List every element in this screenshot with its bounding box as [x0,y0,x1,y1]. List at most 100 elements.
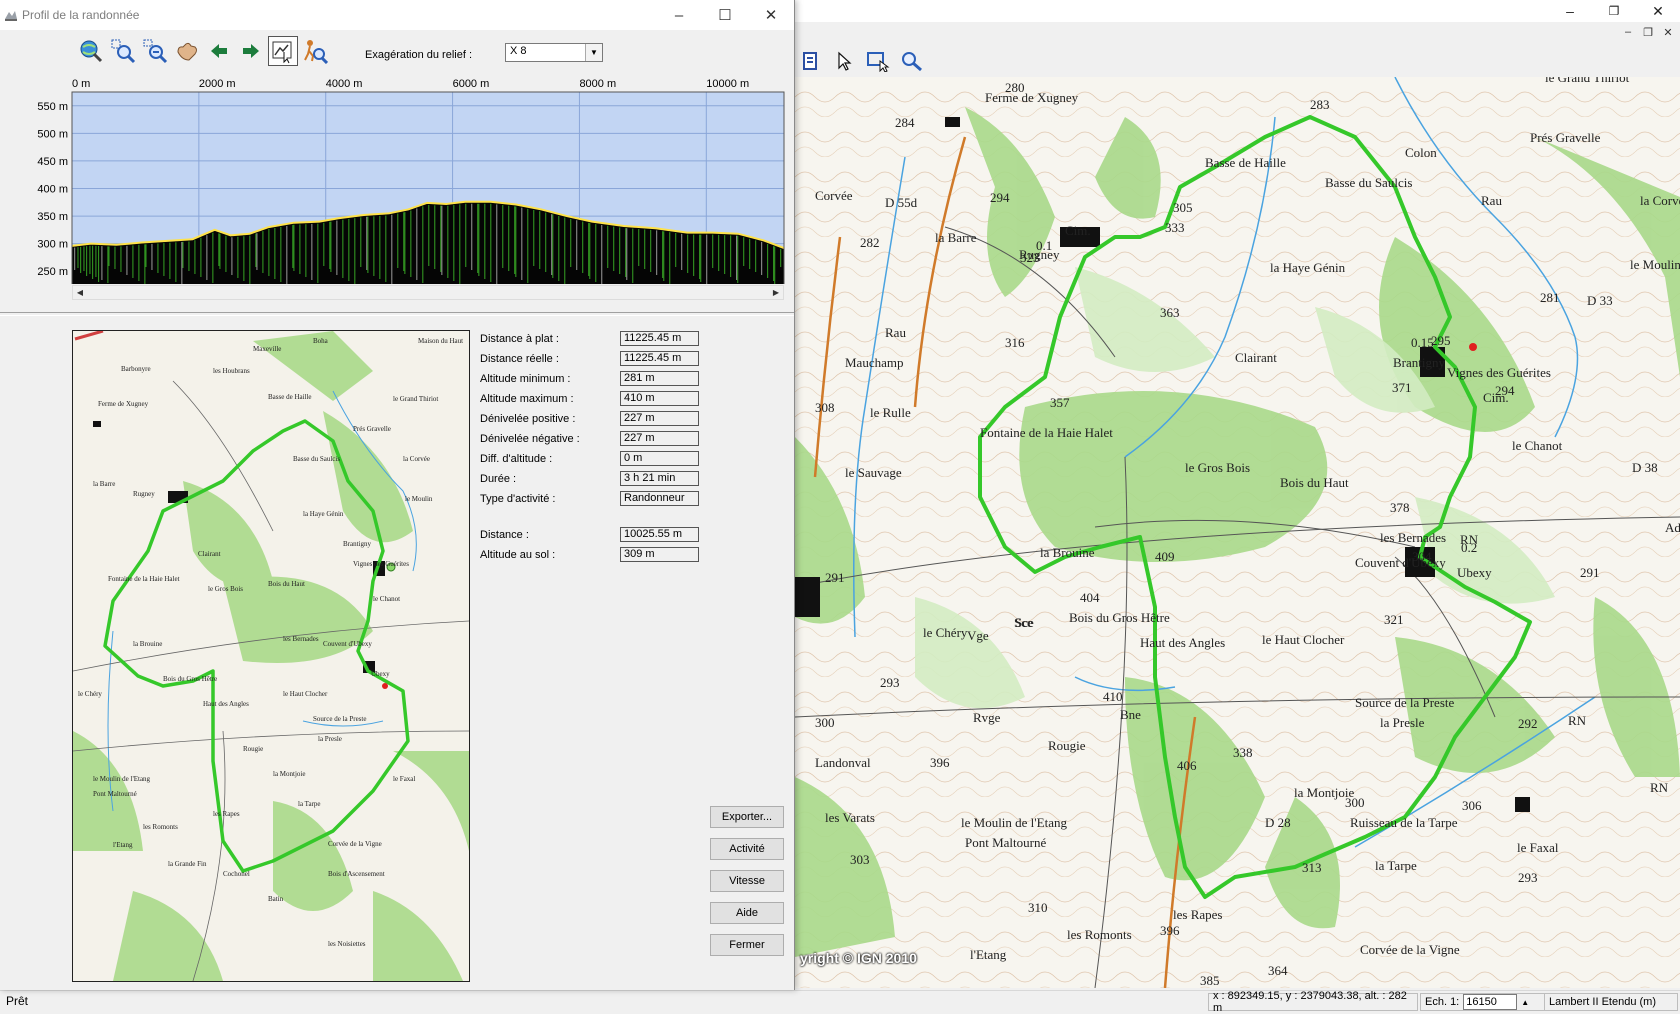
overview-map-label: Vignes des Guérites [353,560,409,568]
map-label: 300 [1345,795,1365,810]
globe-zoom-icon [80,40,103,63]
elevation-profile-chart[interactable]: 0 m 2000 m 4000 m 6000 m 8000 m 10000 m 550 m… [0,72,794,284]
y-tick-label: 250 m [37,266,68,278]
overview-map-canvas[interactable]: Maxeville Boha Maison du Haut Barbonyre les … [73,331,469,981]
main-close-button[interactable]: ✕ [1652,2,1664,19]
exaggeration-label: Exagération du relief : [365,49,473,61]
select-rectangle-button[interactable] [863,46,893,76]
map-label: le Chéry [923,625,968,640]
y-tick-label: 350 m [37,211,68,223]
overview-map-label: la Grande Fin [168,860,207,868]
main-minimize-button[interactable]: – [1566,3,1574,19]
overview-map-label: Ferme de Xugney [98,400,149,408]
close-button[interactable]: Fermer [710,934,784,956]
overview-map-label: Basse de Haille [268,393,312,401]
map-label: 310 [1028,900,1048,915]
map-label: Vge [967,628,989,643]
dialog-title: Profil de la randonnée [22,8,140,22]
zoom-in-button[interactable] [108,36,138,66]
overview-map-label: le Haut Clocher [283,690,328,698]
activity-button[interactable]: Activité [710,838,784,860]
export-button[interactable]: Exporter... [710,806,784,828]
scroll-left-icon[interactable]: ◀ [76,288,84,297]
scroll-right-icon[interactable]: ▶ [772,288,780,297]
stat-value-flat-distance: 11225.45 m [620,331,699,346]
overview-map-label: Maison du Haut [418,337,463,345]
zoom-in-icon [111,39,136,64]
dialog-minimize-button[interactable]: – [674,6,684,24]
x-tick-label: 6000 m [453,78,490,90]
stat-label-cursor-distance: Distance : [480,529,529,541]
zoom-out-button[interactable] [140,36,170,66]
zoom-extent-button[interactable] [76,36,106,66]
speed-button[interactable]: Vitesse [710,870,784,892]
mdi-restore-button[interactable]: ❐ [1643,26,1653,39]
stat-label-activity-type: Type d'activité : [480,493,556,505]
map-label: D 28 [1265,815,1291,830]
overview-map-label: le Chéry [78,690,102,698]
pan-button[interactable] [172,36,202,66]
map-label: 300 [815,715,835,730]
overview-map-label: Couvent d'Ubexy [323,640,372,648]
mdi-close-button[interactable]: ✕ [1663,26,1673,39]
search-button[interactable] [897,46,927,76]
stat-value-duration: 3 h 21 min [620,471,699,486]
next-button[interactable] [236,36,266,66]
map-label: 378 [1390,500,1410,515]
route-marker[interactable] [1469,343,1477,351]
dialog-maximize-button[interactable]: ☐ [718,7,732,24]
stat-value-negative-elevation: 227 m [620,431,699,446]
map-label: 294 [1495,383,1515,398]
map-label: D 38 [1632,460,1658,475]
scale-spin-icon[interactable]: ▲ [1521,997,1530,1007]
main-restore-button[interactable]: ❐ [1608,4,1620,18]
zoom-out-icon [143,39,168,64]
overview-map[interactable]: Maxeville Boha Maison du Haut Barbonyre les … [72,330,470,982]
help-button[interactable]: Aide [710,902,784,924]
scale-pane: Ech. 1: ▲ [1420,993,1546,1011]
map-label: Prés Gravelle [1530,130,1601,145]
select-rectangle-icon [867,52,890,72]
map-label: 410 [1103,689,1123,704]
profile-select-button[interactable] [268,36,298,66]
map-label: Haut des Angles [1140,635,1225,650]
map-label: 304 [1412,549,1432,564]
map-label: les Rapes [1173,907,1222,922]
map-copyright: yright © IGN 2010 [800,950,917,966]
pointer-button[interactable] [829,46,859,76]
map-label: le Rulle [870,405,911,420]
previous-button[interactable] [204,36,234,66]
profile-horizontal-scrollbar[interactable]: ◀ ▶ [72,285,784,300]
map-label: 316 [1005,335,1025,350]
map-label: le Moulin [1630,257,1680,272]
x-tick-label: 10000 m [706,78,749,90]
map-label: Vignes des Guérites [1447,365,1551,380]
map-label: Sce [1014,615,1033,630]
overview-map-label: le Chanot [373,595,400,603]
hiker-search-button[interactable] [300,36,330,66]
stat-value-ground-altitude: 309 m [620,547,699,562]
map-label: Basse de Haille [1205,155,1286,170]
map-label: les Varats [825,810,875,825]
map-label: 0.1 [1036,238,1052,253]
route-track[interactable] [978,115,1532,899]
exaggeration-select[interactable]: X 8 ▼ [505,43,603,62]
overview-map-label: la Corvée [403,455,430,463]
overview-map-label: Bois du Gros Hêtre [163,675,217,683]
chevron-down-icon[interactable]: ▼ [585,44,602,61]
map-label: 385 [1200,973,1220,988]
map-label: Cim. [1065,223,1091,238]
mdi-minimize-button[interactable]: – [1624,26,1632,38]
x-tick-label: 8000 m [579,78,616,90]
map-label: Rvge [973,710,1001,725]
layer-icon-button[interactable] [795,46,825,76]
overview-route-track[interactable] [103,419,410,873]
dialog-close-button[interactable]: ✕ [764,7,778,24]
main-map-canvas[interactable]: Ferme de Xugney 280 284 283 Basse de Haille l… [795,77,1680,988]
scale-input[interactable] [1463,994,1518,1010]
projection-readout: Lambert II Etendu (m) [1544,993,1678,1011]
map-label: Sce [1015,615,1034,630]
overview-map-label: Fontaine de la Haie Halet [108,575,180,583]
